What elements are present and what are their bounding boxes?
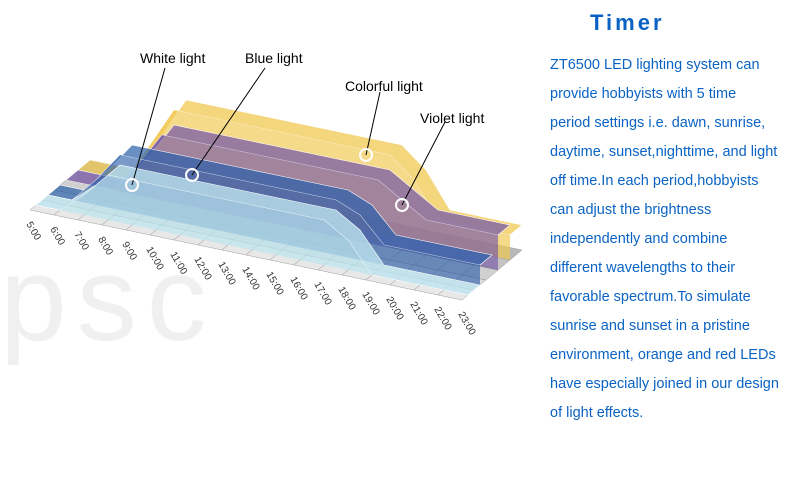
svg-text:19:00: 19:00 [359, 290, 381, 318]
svg-text:20:00: 20:00 [383, 295, 405, 323]
svg-text:12:00: 12:00 [191, 255, 213, 283]
svg-text:23:00: 23:00 [455, 310, 477, 338]
svg-text:10:00: 10:00 [143, 245, 165, 273]
svg-text:7:00: 7:00 [71, 230, 90, 253]
body-text: ZT6500 LED lighting system can provide h… [550, 51, 780, 428]
legend-violet: Violet light [420, 110, 484, 126]
svg-text:11:00: 11:00 [167, 250, 189, 277]
svg-text:16:00: 16:00 [287, 275, 309, 303]
svg-text:8:00: 8:00 [95, 235, 114, 258]
chart-area: White light Blue light Colorful light Vi… [0, 0, 540, 500]
timer-chart: 5:00 6:00 7:00 8:00 9:00 10:0011:0012:0013:00… [0, 40, 540, 370]
svg-text:18:00: 18:00 [335, 285, 357, 313]
svg-text:13:00: 13:00 [215, 260, 237, 288]
legend-colorful: Colorful light [345, 78, 423, 94]
svg-text:21:00: 21:00 [407, 300, 429, 328]
text-area: Timer ZT6500 LED lighting system can pro… [540, 0, 800, 500]
svg-text:6:00: 6:00 [47, 225, 66, 248]
svg-text:17:00: 17:00 [311, 280, 333, 308]
svg-text:5:00: 5:00 [23, 220, 42, 243]
svg-text:9:00: 9:00 [119, 240, 138, 263]
svg-text:22:00: 22:00 [431, 305, 453, 333]
section-title: Timer [550, 10, 780, 36]
legend-blue: Blue light [245, 50, 303, 66]
main-container: White light Blue light Colorful light Vi… [0, 0, 800, 500]
svg-text:14:00: 14:00 [239, 265, 261, 293]
svg-text:15:00: 15:00 [263, 270, 285, 298]
legend-white: White light [140, 50, 205, 66]
